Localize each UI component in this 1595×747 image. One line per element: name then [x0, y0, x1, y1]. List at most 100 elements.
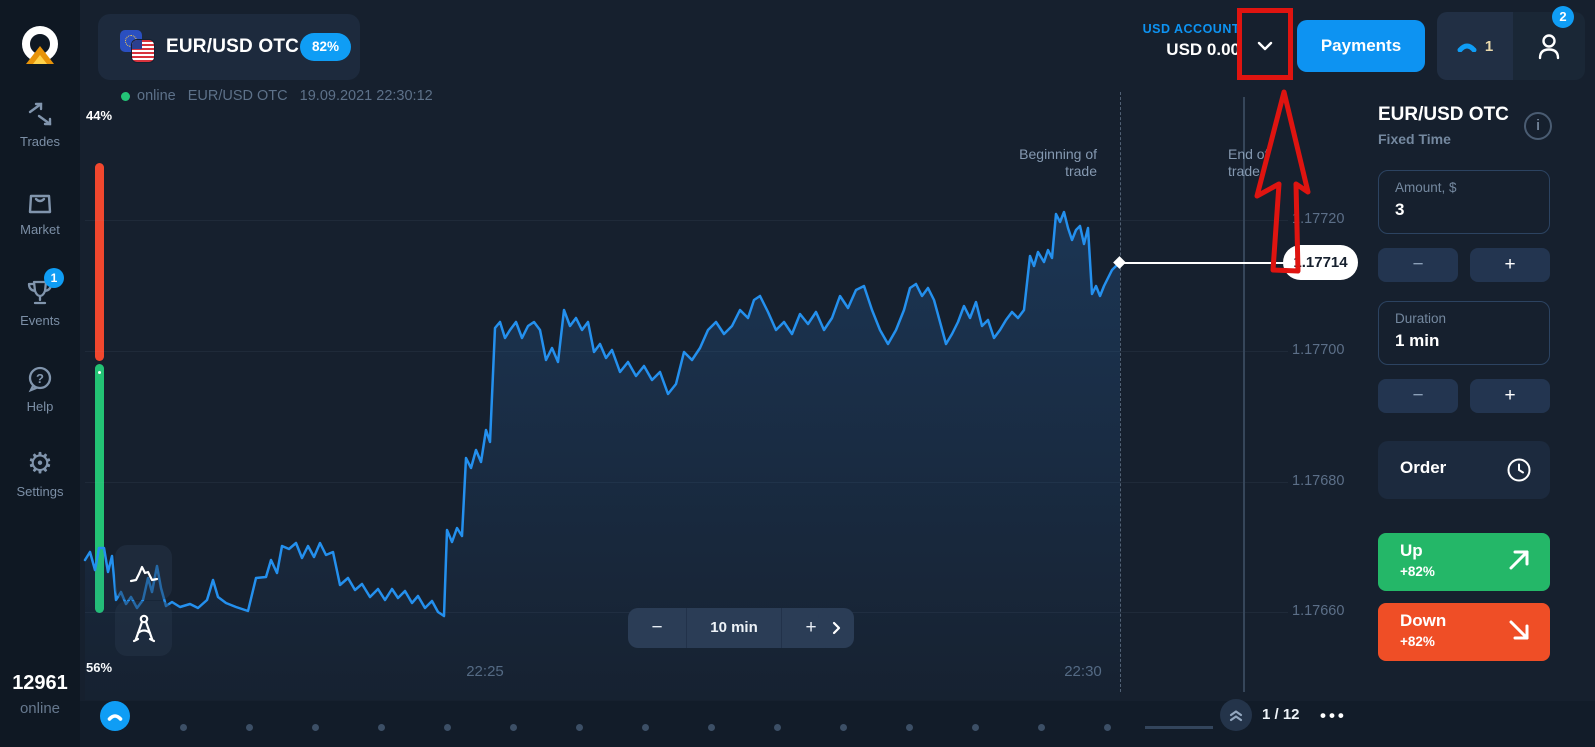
account-dropdown-button[interactable]	[1247, 28, 1283, 64]
account-balance: USD 0.00	[1166, 40, 1240, 59]
timeline-dot	[774, 724, 781, 731]
more-menu-button[interactable]: •••	[1320, 706, 1347, 725]
help-question-icon: ?	[28, 366, 52, 393]
end-of-trade-line	[1243, 97, 1245, 692]
trade-panel-subtitle: Fixed Time	[1378, 131, 1451, 147]
profile-button[interactable]	[1513, 12, 1585, 80]
timeline-dot	[642, 724, 649, 731]
timeframe-minus-button[interactable]: −	[628, 608, 686, 648]
sidebar-item-help[interactable]: ? Help	[0, 365, 80, 414]
arrow-down-right-icon	[1509, 620, 1529, 640]
price-polyline	[83, 210, 1122, 618]
price-tick-label: 1.17680	[1292, 473, 1345, 489]
market-bag-icon	[28, 194, 52, 214]
us-flag-icon	[132, 40, 154, 62]
payout-percent-badge: 82%	[300, 33, 352, 61]
payments-button[interactable]: Payments	[1297, 20, 1425, 72]
status-state: online	[137, 88, 176, 104]
gridline	[85, 351, 1288, 352]
sidebar-item-settings[interactable]: ⚙ Settings	[0, 450, 80, 500]
annotation-rectangle	[1237, 8, 1293, 80]
pagination-counter: 1 / 12	[1262, 706, 1300, 723]
arrow-up-right-icon	[1509, 550, 1529, 570]
timeline-line	[1145, 726, 1213, 729]
indicators-button[interactable]	[115, 601, 172, 656]
annotation-arrow	[1254, 89, 1311, 274]
chart-type-button[interactable]	[115, 545, 172, 600]
gridline	[85, 220, 1288, 221]
end-of-trade-label: End of trade	[1228, 146, 1269, 179]
timeline-dot	[576, 724, 583, 731]
double-chevron-up-icon	[1229, 709, 1243, 721]
sidebar-item-label: Events	[20, 313, 60, 328]
timeline-dot	[510, 724, 517, 731]
duration-value: 1 min	[1395, 331, 1440, 350]
chart-status-line: online EUR/USD OTC 19.09.2021 22:30:12	[137, 88, 441, 104]
sentiment-gauge-red	[95, 163, 104, 361]
sidebar-item-market[interactable]: Market	[0, 188, 80, 237]
price-tick-label: 1.17660	[1292, 603, 1345, 619]
amount-plus-button[interactable]: +	[1470, 248, 1550, 282]
timeline-dot	[246, 724, 253, 731]
price-tick-label: 1.17700	[1292, 342, 1345, 358]
info-icon[interactable]: i	[1524, 112, 1552, 140]
timeline-dot	[972, 724, 979, 731]
expand-panel-button[interactable]	[1220, 699, 1252, 731]
brand-arc-icon	[107, 713, 123, 721]
sentiment-gauge-green	[95, 364, 104, 613]
price-line-chart[interactable]	[80, 92, 1290, 700]
trade-panel-asset-title: EUR/USD OTC	[1378, 104, 1509, 125]
down-button[interactable]: Down +82%	[1378, 603, 1550, 661]
down-payout: +82%	[1400, 634, 1435, 649]
up-payout: +82%	[1400, 564, 1435, 579]
timeline-dot	[1104, 724, 1111, 731]
sentiment-top-percent: 44%	[86, 108, 113, 123]
timeline-dot	[840, 724, 847, 731]
timeline-dot	[312, 724, 319, 731]
account-type-label: USD ACCOUNT	[1142, 22, 1240, 36]
up-button[interactable]: Up +82%	[1378, 533, 1550, 591]
order-label: Order	[1400, 458, 1447, 477]
sidebar-item-events[interactable]: 1 Events	[0, 268, 80, 328]
brand-arc-icon	[1457, 43, 1477, 52]
scroll-to-now-button[interactable]	[818, 608, 854, 648]
down-label: Down	[1400, 611, 1447, 630]
timeframe-plus-button[interactable]: +	[782, 608, 840, 648]
clock-icon	[1507, 458, 1531, 482]
amount-label: Amount, $	[1395, 180, 1457, 195]
sidebar-item-label: Help	[26, 399, 54, 414]
sidebar-item-label: Settings	[16, 484, 64, 499]
price-tick-label: 1.17720	[1292, 211, 1345, 227]
timeline-dot	[708, 724, 715, 731]
order-button[interactable]: Order	[1378, 441, 1550, 499]
timeline-dot	[378, 724, 385, 731]
svg-text:?: ?	[36, 371, 44, 386]
status-datetime: 19.09.2021 22:30:12	[299, 88, 433, 104]
sidebar-item-label: Market	[20, 222, 60, 237]
amount-field[interactable]: Amount, $ 3	[1378, 170, 1550, 234]
amount-minus-button[interactable]: −	[1378, 248, 1458, 282]
duration-plus-button[interactable]: +	[1470, 379, 1550, 413]
sentiment-gauge-marker	[98, 371, 101, 374]
chevron-down-icon	[1257, 41, 1273, 50]
online-status-dot	[121, 92, 130, 101]
deals-counter[interactable]: 1	[1437, 12, 1513, 80]
amount-value: 3	[1395, 200, 1405, 219]
online-users-label: online	[19, 700, 61, 717]
profile-person-icon	[1538, 34, 1560, 60]
timeline-dot	[1038, 724, 1045, 731]
timeline-dot	[906, 724, 913, 731]
duration-field[interactable]: Duration 1 min	[1378, 301, 1550, 365]
current-price-line	[1120, 262, 1284, 264]
timeline-dot	[180, 724, 187, 731]
beginning-of-trade-line	[1120, 92, 1121, 692]
support-chat-button[interactable]	[100, 701, 130, 731]
duration-minus-button[interactable]: −	[1378, 379, 1458, 413]
timeframe-value[interactable]: 10 min	[710, 619, 758, 636]
trades-arrows-icon	[28, 102, 52, 126]
sidebar-item-trades[interactable]: Trades	[0, 100, 80, 149]
online-users-count: 12961	[12, 672, 68, 694]
events-badge: 1	[44, 268, 64, 288]
timeframe-control: − 10 min +	[628, 608, 840, 648]
